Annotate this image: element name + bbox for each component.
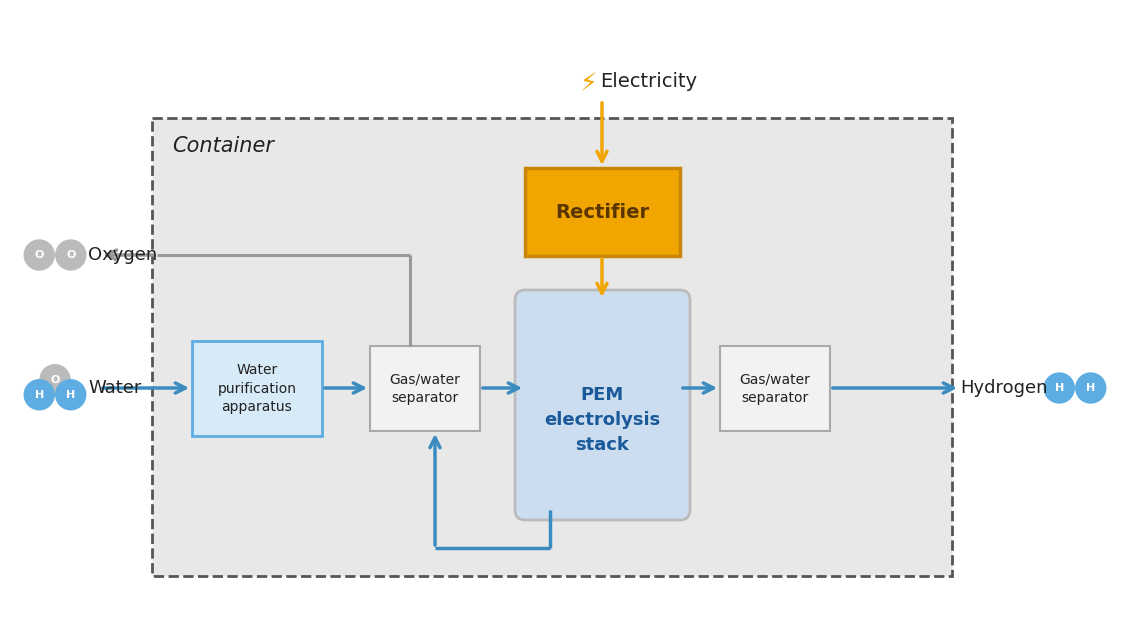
Circle shape (40, 365, 70, 395)
Text: Container: Container (172, 136, 274, 156)
Text: Gas/water
separator: Gas/water separator (390, 372, 461, 404)
Text: O: O (34, 250, 44, 260)
FancyBboxPatch shape (192, 341, 321, 436)
Text: Rectifier: Rectifier (555, 203, 650, 222)
Text: H: H (34, 390, 43, 400)
FancyBboxPatch shape (526, 168, 679, 256)
FancyBboxPatch shape (152, 118, 952, 576)
Circle shape (56, 240, 86, 270)
Text: O: O (66, 250, 75, 260)
Text: Water
purification
apparatus: Water purification apparatus (218, 363, 296, 414)
Circle shape (1076, 373, 1106, 403)
FancyBboxPatch shape (515, 290, 690, 520)
FancyBboxPatch shape (720, 346, 830, 431)
Text: Hydrogen: Hydrogen (960, 379, 1048, 397)
Circle shape (24, 240, 55, 270)
Circle shape (24, 379, 55, 410)
Text: H: H (1054, 383, 1064, 393)
Text: Electricity: Electricity (600, 72, 698, 91)
Text: Gas/water
separator: Gas/water separator (740, 372, 811, 404)
Text: H: H (1086, 383, 1096, 393)
Text: ⚡: ⚡ (579, 72, 597, 96)
Circle shape (56, 379, 86, 410)
FancyBboxPatch shape (370, 346, 480, 431)
Text: O: O (50, 375, 59, 385)
Text: Water: Water (88, 379, 141, 397)
Text: PEM
electrolysis
stack: PEM electrolysis stack (545, 386, 660, 454)
Circle shape (1044, 373, 1074, 403)
Text: Oxygen: Oxygen (88, 246, 157, 264)
Text: H: H (66, 390, 75, 400)
